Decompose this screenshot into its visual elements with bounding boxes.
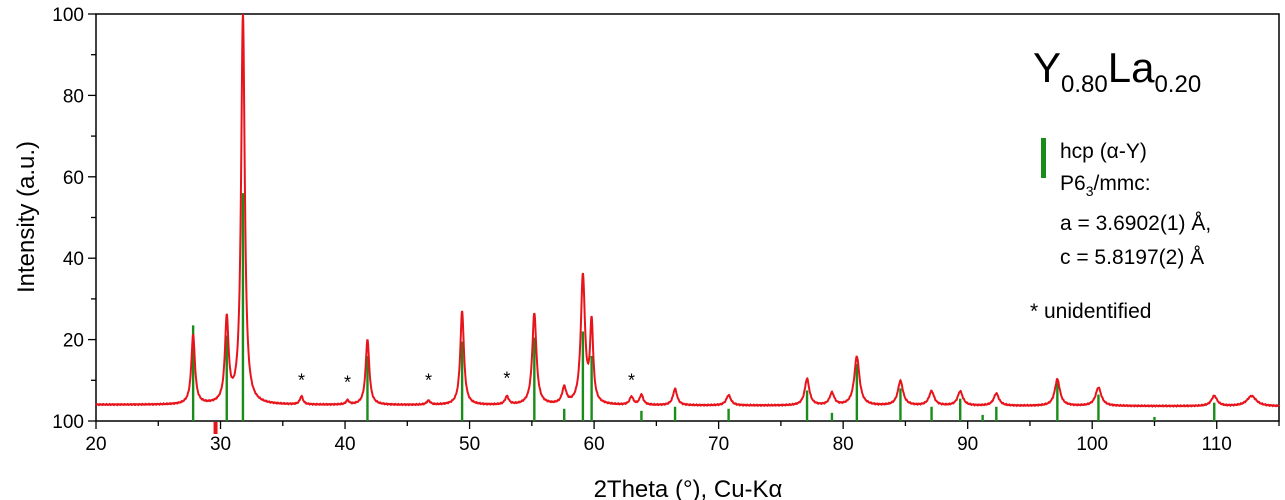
x-tick-label: 80 bbox=[833, 434, 854, 455]
legend-lattice-a: a = 3.6902(1) Å, bbox=[1060, 212, 1211, 235]
hcp-reflection-stick bbox=[673, 406, 677, 421]
hcp-reflection-stick bbox=[590, 355, 593, 421]
xrd-pattern-line bbox=[95, 13, 1280, 408]
y-tick-label: 100 bbox=[52, 5, 84, 26]
hcp-reflection-stick bbox=[899, 388, 902, 421]
title-part-3: 0.20 bbox=[1154, 71, 1201, 98]
hcp-reflection-stick bbox=[830, 412, 834, 421]
chart-title: Y0.80La0.20 bbox=[1033, 44, 1201, 98]
hcp-reflection-stick bbox=[460, 341, 464, 421]
y-tick-label: 100 bbox=[52, 412, 84, 433]
legend-label-hcp: hcp (α-Y) bbox=[1060, 140, 1147, 163]
x-tick-label: 110 bbox=[1202, 434, 1232, 455]
unidentified-peak-marker: * bbox=[298, 370, 305, 390]
x-axis-title: 2Theta (°), Cu-Kα bbox=[594, 476, 783, 500]
space-group-rest: /mmc: bbox=[1093, 172, 1150, 195]
y-tick-label: 60 bbox=[63, 168, 84, 189]
hcp-reflection-stick bbox=[241, 193, 245, 421]
unidentified-peak-marker: * bbox=[425, 370, 432, 390]
hcp-reflection-stick bbox=[805, 390, 809, 421]
title-part-2: La bbox=[1108, 44, 1155, 91]
x-tick-label: 50 bbox=[459, 434, 480, 455]
space-group-sub: 3 bbox=[1086, 183, 1094, 199]
x-tick-label: 90 bbox=[957, 434, 978, 455]
hcp-reflection-stick bbox=[981, 414, 984, 421]
unidentified-peak-marker: * bbox=[628, 370, 635, 390]
hcp-reflection-stick bbox=[855, 364, 859, 421]
legend-note-unidentified: * unidentified bbox=[1030, 300, 1151, 323]
hcp-reflection-stick bbox=[191, 325, 195, 421]
x-tick-label: 20 bbox=[85, 434, 106, 455]
hcp-reflection-stick bbox=[930, 406, 933, 421]
unidentified-peak-marker: * bbox=[344, 372, 351, 392]
y-axis-title: Intensity (a.u.) bbox=[13, 141, 40, 293]
hcp-reflection-stick bbox=[959, 398, 962, 421]
x-tick-label: 60 bbox=[584, 434, 605, 455]
y-tick-label: 80 bbox=[63, 86, 84, 107]
y-tick-label: 40 bbox=[63, 249, 84, 270]
y-axis: 100 20 40 60 80 100 bbox=[52, 5, 96, 433]
hcp-reflection-stick bbox=[563, 408, 566, 421]
hcp-reflection-stick bbox=[533, 337, 536, 421]
hcp-reflection-stick bbox=[366, 355, 369, 421]
title-part-1: 0.80 bbox=[1061, 71, 1108, 98]
legend: hcp (α-Y) P63/mmc: a = 3.6902(1) Å, c = … bbox=[1030, 138, 1211, 323]
hcp-reflection-stick bbox=[581, 331, 585, 421]
hcp-reflection-stick bbox=[1213, 402, 1216, 421]
legend-lattice-c: c = 5.8197(2) Å bbox=[1060, 246, 1204, 269]
x-tick-label: 40 bbox=[334, 434, 355, 455]
y-tick-label: 20 bbox=[63, 331, 84, 352]
plot-area: * * * * * bbox=[95, 13, 1280, 434]
space-group-main: P6 bbox=[1060, 172, 1086, 195]
hcp-reflection-stick bbox=[727, 408, 730, 421]
hcp-reflection-stick bbox=[225, 335, 228, 421]
x-axis: 20 30 40 50 60 70 80 90 100 110 bbox=[85, 421, 1280, 455]
x-axis-marker bbox=[213, 422, 218, 434]
hcp-reflection-stick bbox=[995, 406, 998, 421]
x-tick-label: 70 bbox=[708, 434, 729, 455]
hcp-reflection-stick bbox=[1056, 382, 1059, 421]
x-tick-label: 30 bbox=[210, 434, 231, 455]
legend-space-group: P63/mmc: bbox=[1060, 172, 1151, 199]
hcp-reflection-stick bbox=[1097, 394, 1100, 421]
legend-swatch-hcp bbox=[1041, 138, 1046, 178]
title-part-0: Y bbox=[1033, 44, 1061, 91]
hcp-reflection-stick bbox=[1153, 416, 1156, 421]
unidentified-peak-marker: * bbox=[503, 368, 510, 388]
hcp-reflection-stick bbox=[640, 410, 643, 421]
x-tick-label: 100 bbox=[1076, 434, 1108, 455]
